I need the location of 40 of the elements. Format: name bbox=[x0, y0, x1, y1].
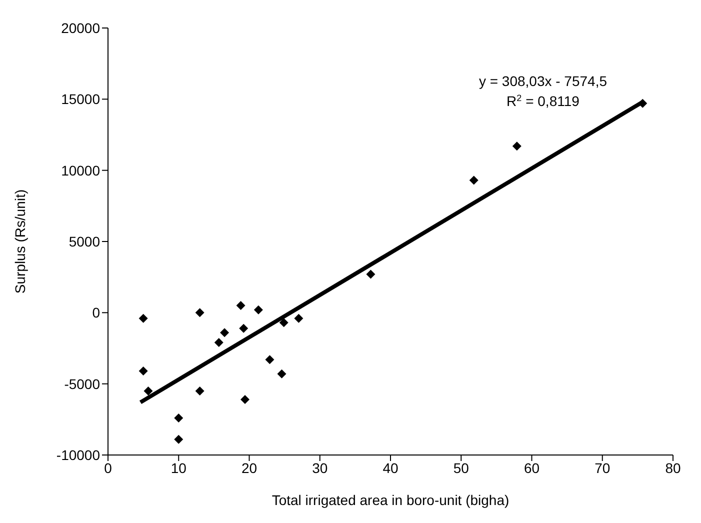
point bbox=[469, 176, 478, 185]
point bbox=[214, 338, 224, 348]
y-axis-title: Surplus (Rs/unit) bbox=[12, 189, 28, 294]
annotation: R$^{2}$ = 0,8119 bbox=[506, 93, 580, 109]
point bbox=[174, 413, 184, 422]
x-tick-label: 80 bbox=[665, 460, 681, 476]
point bbox=[240, 394, 250, 404]
point bbox=[277, 369, 286, 378]
point bbox=[294, 314, 304, 323]
x-tick-label: 10 bbox=[170, 460, 187, 476]
y-tick-label: 10000 bbox=[61, 162, 100, 178]
x-tick-label: 70 bbox=[594, 460, 610, 476]
x-tick-label: 50 bbox=[453, 460, 470, 476]
y-tick-label: 0 bbox=[92, 304, 100, 321]
point bbox=[279, 318, 288, 328]
y-tick-label: 5000 bbox=[68, 233, 100, 250]
y-tick-label: -5000 bbox=[64, 376, 100, 392]
point bbox=[366, 270, 376, 279]
point bbox=[195, 308, 204, 318]
point bbox=[138, 314, 148, 323]
x-tick-label: 40 bbox=[382, 460, 398, 476]
x-tick-label: 0 bbox=[104, 460, 112, 476]
x-tick-label: 30 bbox=[312, 460, 328, 476]
point bbox=[138, 366, 148, 376]
annotation: y = 308,03x - 7574,5 bbox=[478, 73, 608, 89]
x-tick-label: 20 bbox=[241, 460, 258, 476]
point bbox=[144, 386, 153, 396]
point bbox=[239, 324, 248, 333]
point bbox=[174, 434, 184, 444]
point bbox=[195, 386, 204, 396]
point bbox=[265, 355, 274, 364]
point bbox=[512, 142, 522, 151]
y-tick-label: 15000 bbox=[61, 91, 100, 108]
point bbox=[236, 301, 246, 310]
x-axis-title: Total irrigated area in boro-unit (bigha) bbox=[272, 492, 510, 508]
point bbox=[220, 328, 230, 338]
point bbox=[254, 305, 263, 314]
y-tick-label: 20000 bbox=[61, 20, 100, 36]
x-tick-label: 60 bbox=[524, 460, 540, 476]
y-tick-label: -10000 bbox=[56, 446, 100, 463]
